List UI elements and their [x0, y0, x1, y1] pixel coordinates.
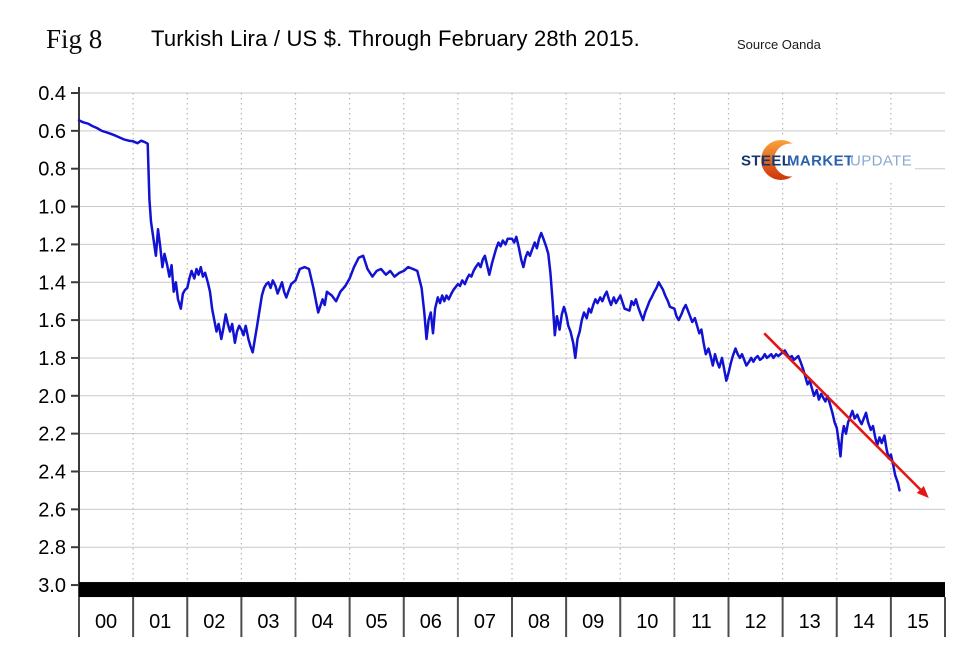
x-tick-label: 02: [203, 611, 225, 633]
x-tick-label: 00: [95, 611, 117, 633]
logo-graphic: STEEL MARKET UPDATE: [741, 140, 912, 180]
y-tick-label: 2.8: [38, 537, 66, 559]
x-tick-label: 09: [582, 611, 604, 633]
logo-word-update: UPDATE: [850, 153, 912, 170]
logo-word-market: MARKET: [787, 153, 854, 170]
figure-number-label: Fig 8: [46, 24, 103, 54]
y-tick-label: 1.6: [38, 310, 66, 332]
x-tick-label: 11: [691, 611, 712, 633]
x-tick-label: 13: [799, 611, 821, 633]
y-tick-label: 2.0: [38, 386, 66, 408]
x-tick-label: 15: [907, 611, 929, 633]
x-tick-label: 14: [853, 611, 875, 633]
source-credit: Source Oanda: [737, 37, 821, 52]
x-tick-label: 12: [744, 611, 766, 633]
y-tick-label: 2.4: [38, 462, 66, 484]
x-tick-label: 03: [257, 611, 279, 633]
y-tick-label: 1.8: [38, 348, 66, 370]
steel-market-update-logo: STEEL MARKET UPDATE: [729, 138, 915, 182]
trend-arrow-head: [916, 485, 929, 498]
chart-title: Turkish Lira / US $. Through February 28…: [151, 26, 640, 51]
x-tick-label: 05: [366, 611, 388, 633]
y-tick-label: 1.2: [38, 234, 66, 256]
x-tick-label: 01: [149, 611, 171, 633]
x-tick-label: 04: [311, 611, 333, 633]
x-tick-label: 08: [528, 611, 550, 633]
x-tick-label: 10: [636, 611, 658, 633]
x-tick-label: 06: [420, 611, 442, 633]
x-tick-label: 07: [474, 611, 496, 633]
bottom-bar: [79, 582, 945, 598]
y-tick-label: 3.0: [38, 575, 66, 597]
y-tick-label: 1.4: [38, 272, 66, 294]
y-tick-label: 2.2: [38, 424, 66, 446]
crescent-icon: [761, 140, 807, 180]
y-tick-label: 0.8: [38, 159, 66, 181]
y-tick-label: 1.0: [38, 197, 66, 219]
y-tick-label: 2.6: [38, 499, 66, 521]
y-tick-label: 0.4: [38, 83, 66, 105]
logo-word-steel: STEEL: [741, 153, 791, 170]
trend-arrow-shaft: [763, 332, 922, 491]
y-tick-label: 0.6: [38, 121, 66, 143]
